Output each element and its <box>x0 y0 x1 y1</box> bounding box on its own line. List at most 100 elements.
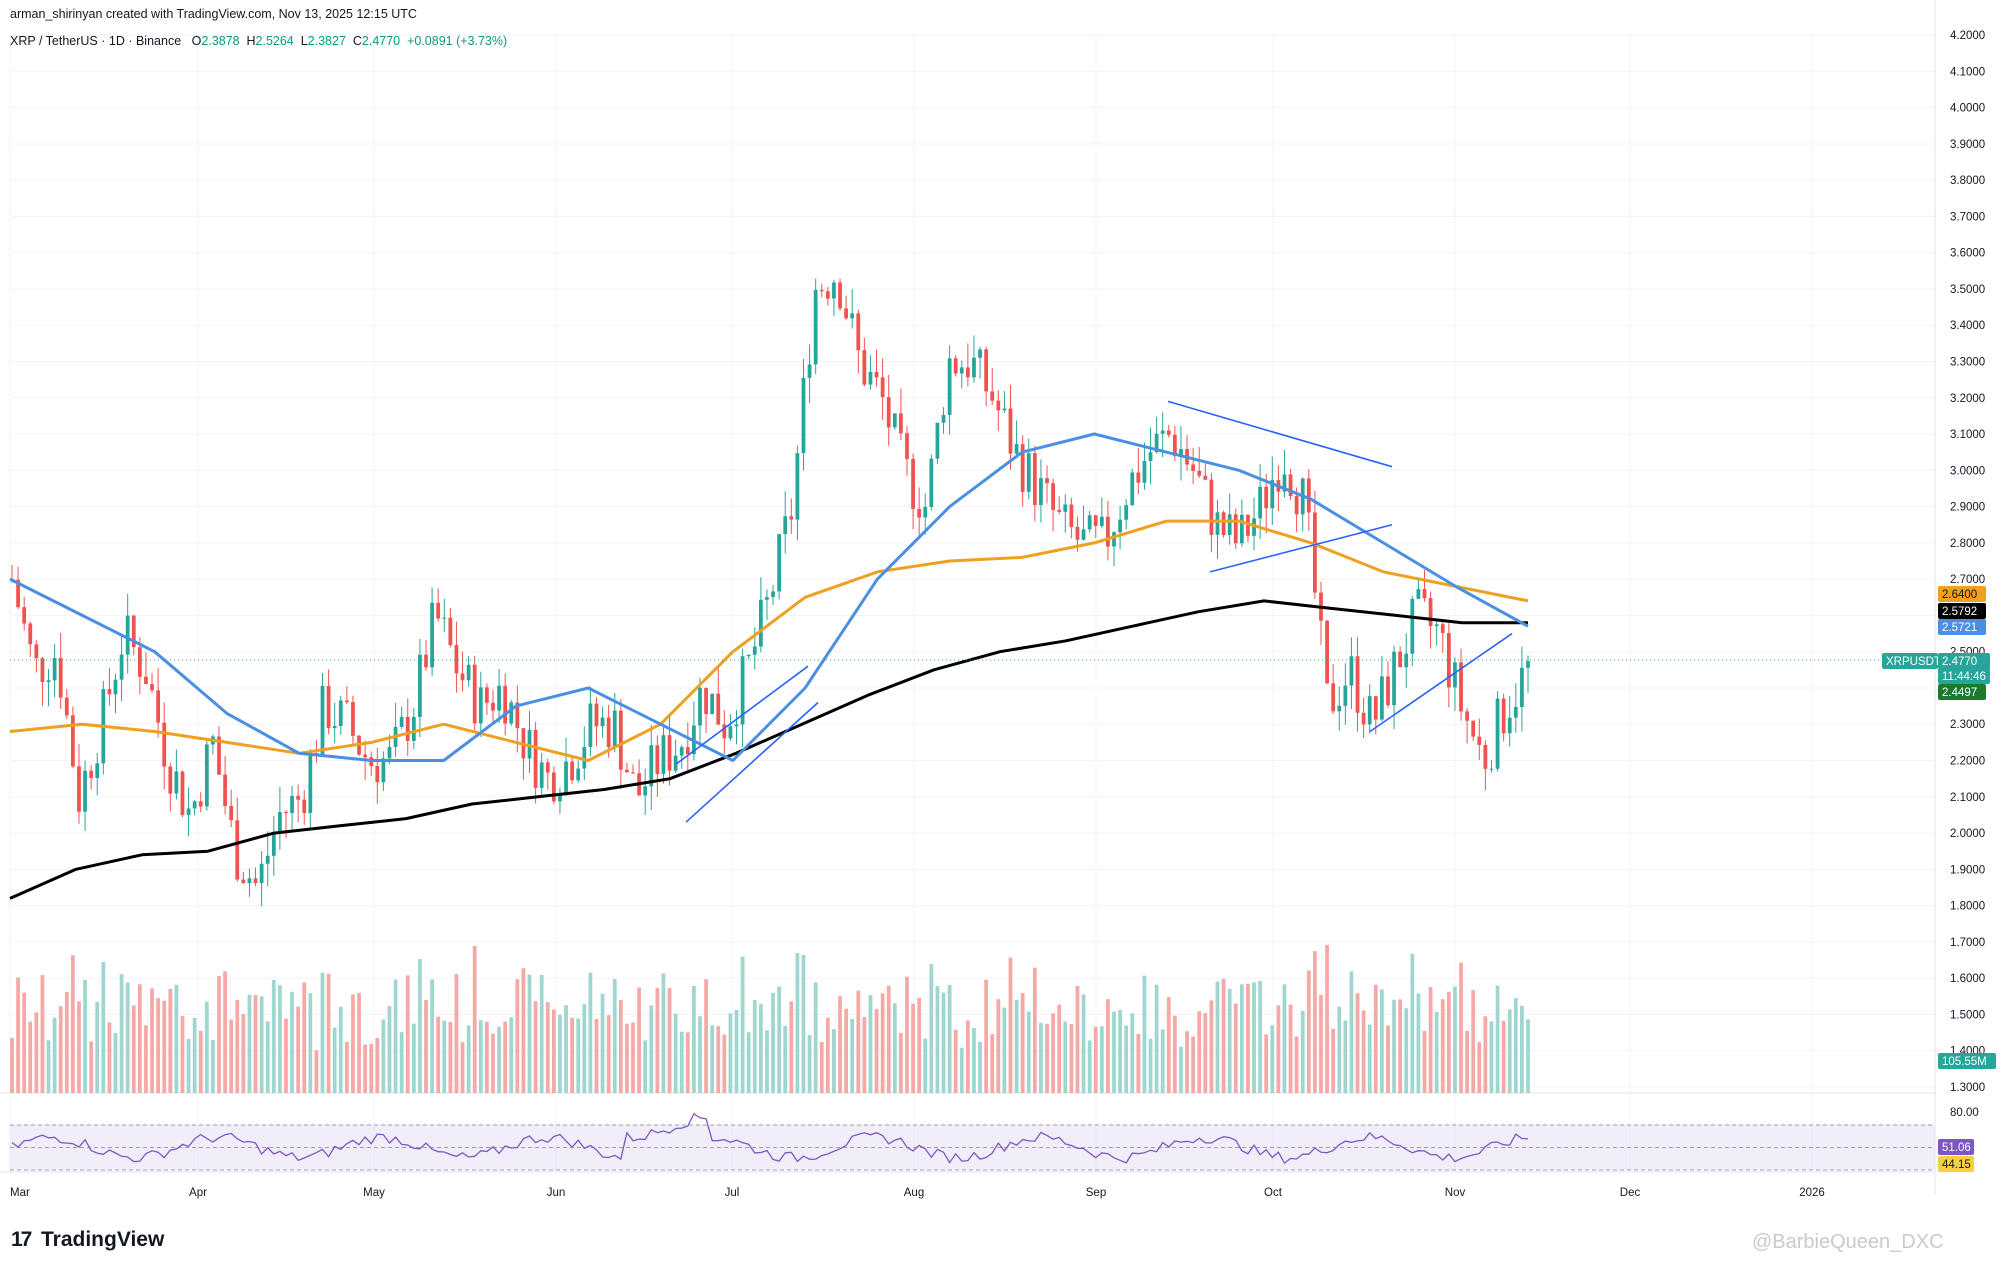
volume-bar <box>320 972 325 1093</box>
candle <box>527 710 532 773</box>
candle <box>1361 698 1366 739</box>
chart-grid <box>0 0 1936 1195</box>
volume-bar <box>162 1000 167 1093</box>
candle <box>125 593 130 674</box>
candle-body <box>503 685 508 724</box>
volume-bar <box>1459 962 1463 1093</box>
candle-body <box>1513 706 1518 718</box>
candle-body <box>959 367 964 374</box>
volume-bar <box>156 998 161 1093</box>
volume-bar <box>1337 1006 1342 1093</box>
candle-body <box>813 289 818 365</box>
volume-bar <box>1386 1025 1390 1093</box>
candle-body <box>1191 464 1196 471</box>
candle <box>259 851 264 907</box>
symbol-label[interactable]: XRP / TetherUS · 1D · Binance <box>10 34 182 48</box>
candle-body <box>819 289 824 292</box>
volume-bar <box>905 976 909 1093</box>
candle <box>430 587 434 676</box>
candle <box>801 358 806 471</box>
candle <box>789 498 794 534</box>
volume-bar <box>801 955 806 1093</box>
rsi-axis-label: 80.00 <box>1950 1107 1979 1119</box>
volume-bar <box>911 1003 915 1093</box>
tradingview-logo[interactable]: 17 TradingView <box>11 1228 164 1252</box>
candle-body <box>1075 527 1080 540</box>
candle <box>1495 691 1500 772</box>
volume-bar <box>551 1009 556 1093</box>
candle <box>83 760 87 831</box>
candle <box>1483 740 1488 791</box>
price-tick-label: 2.1000 <box>1950 792 1985 804</box>
ma-100-tag-box <box>1938 586 1986 602</box>
candle <box>418 639 422 737</box>
candle-body <box>1063 504 1068 512</box>
volume-bar <box>265 1021 270 1093</box>
candle-body <box>740 656 745 725</box>
volume-bar <box>1325 944 1329 1093</box>
candle-body <box>363 754 368 758</box>
volume-bar <box>1434 1011 1439 1093</box>
price-axis[interactable]: 4.2000 4.1000 4.0000 3.9000 3.8000 3.7000 3.60… <box>1950 30 1985 1094</box>
candle-body <box>990 391 995 401</box>
candle-body <box>1166 430 1171 435</box>
volume-bar <box>241 1014 246 1093</box>
price-tick-label: 3.8000 <box>1950 175 1985 187</box>
volume-bar <box>34 1012 39 1093</box>
volume-bar <box>472 945 477 1093</box>
open-value: 2.3878 <box>201 34 240 48</box>
volume-bar <box>874 1008 879 1093</box>
candle-body <box>1392 651 1396 706</box>
time-axis[interactable]: Mar Apr May Jun Jul Aug Sep Oct Nov Dec 2026 <box>10 1187 1825 1199</box>
candle <box>1489 760 1494 773</box>
candle-body <box>825 291 830 299</box>
volume-bar <box>1477 1042 1482 1093</box>
volume-bar <box>972 1028 976 1093</box>
candle-body <box>771 591 775 598</box>
rsi-line <box>11 1112 1529 1165</box>
volume-bar <box>892 1003 897 1093</box>
candle <box>16 566 20 610</box>
volume-bar <box>125 982 130 1093</box>
candle-body <box>1294 496 1299 515</box>
volume-bar <box>1087 1040 1092 1093</box>
candle-body <box>698 687 702 726</box>
volume-bar <box>1081 994 1086 1093</box>
candle <box>655 735 660 797</box>
triangle-lower-trendline <box>1209 523 1393 573</box>
candle-body <box>198 801 203 807</box>
ma-100-tag-text: 2.6400 <box>1942 589 1977 601</box>
candle <box>1185 435 1189 471</box>
candle <box>1136 448 1141 494</box>
candle <box>1020 435 1025 507</box>
volume-bar <box>58 1006 63 1093</box>
candle-body <box>1057 509 1062 512</box>
candle <box>332 702 337 744</box>
volume-bar <box>1501 1020 1506 1093</box>
tv-logo-icon: 17 <box>11 1228 32 1251</box>
candle <box>783 491 788 554</box>
candle <box>959 360 964 389</box>
candle-body <box>1179 448 1183 456</box>
candle-body <box>1142 461 1147 483</box>
ma-200-tag-box <box>1938 603 1986 619</box>
rsi-value-tag: 51.06 <box>1938 1139 1974 1155</box>
candle <box>509 699 514 726</box>
volume-bar <box>436 1016 441 1093</box>
candle <box>405 698 410 756</box>
candle-body <box>46 680 51 682</box>
volume-bar <box>1489 1021 1494 1093</box>
candle-body <box>929 458 934 507</box>
volume-bar <box>990 1034 995 1093</box>
candle-body <box>1148 452 1153 462</box>
candle <box>862 337 867 387</box>
candle <box>1166 424 1171 438</box>
candle-body <box>655 745 660 774</box>
volume-bar <box>1106 999 1110 1093</box>
candle <box>941 407 946 434</box>
channel-lower-trendline <box>685 701 819 823</box>
volume-bar <box>344 1041 349 1093</box>
candle-body <box>783 516 788 535</box>
volume-bar <box>89 1041 94 1093</box>
